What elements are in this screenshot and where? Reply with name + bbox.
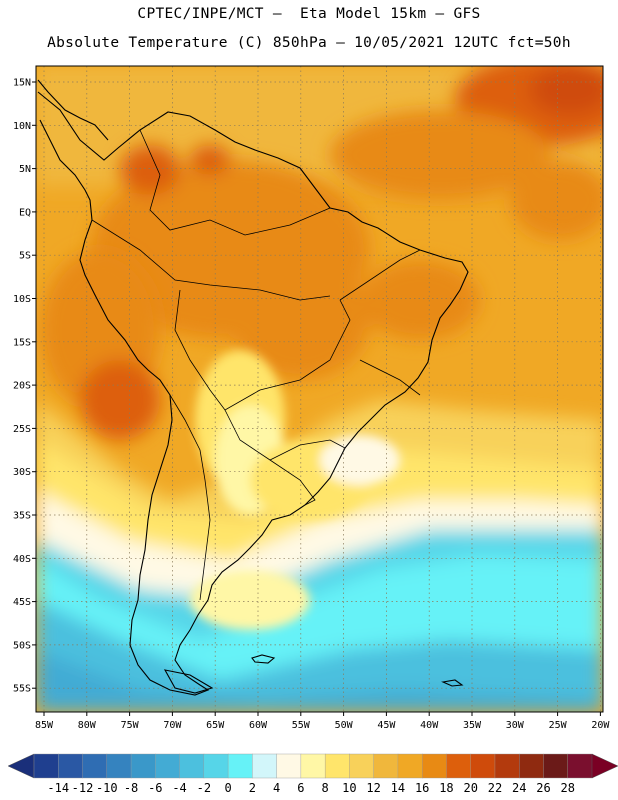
colorbar-swatch (106, 753, 132, 779)
colorbar-label: 4 (273, 781, 280, 795)
lon-tick-label: 35W (463, 720, 482, 731)
colorbar-label: -6 (148, 781, 162, 795)
colorbar-swatch (300, 753, 326, 779)
grid-lines (36, 66, 603, 712)
colorbar-label: 0 (224, 781, 231, 795)
colorbar-swatch (179, 753, 205, 779)
colorbar-swatch (203, 753, 229, 779)
colorbar-swatch (494, 753, 520, 779)
colorbar-swatch (543, 753, 569, 779)
colorbar-swatch (227, 753, 253, 779)
colorbar-label: 20 (463, 781, 477, 795)
colorbar-label: 26 (536, 781, 550, 795)
lat-tick-label: 5S (19, 251, 31, 262)
lon-tick-label: 85W (35, 720, 54, 731)
colorbar-label: -14 (47, 781, 69, 795)
lon-tick-label: 55W (292, 720, 311, 731)
country-borders (91, 129, 421, 601)
lat-tick-label: 10S (13, 294, 31, 305)
lat-tick-label: 50S (13, 640, 31, 651)
colorbar: -14 -12 -10 -8 -6 -4 -2 0 2 4 6 8 10 12 14 16 18 20 22 24 26… (7, 753, 618, 795)
lon-tick-label: 65W (206, 720, 225, 731)
colorbar-label: 6 (297, 781, 304, 795)
lat-tick-label: 5N (19, 164, 31, 175)
lon-tick-label: 40W (420, 720, 439, 731)
lon-tick-label: 60W (249, 720, 268, 731)
colorbar-swatch (155, 753, 181, 779)
colorbar-swatch (567, 753, 593, 779)
colorbar-swatch (446, 753, 472, 779)
south-america-coastline (37, 91, 469, 696)
lon-tick-label: 45W (377, 720, 396, 731)
lat-tick-label: 15S (13, 337, 31, 348)
lon-tick-label: 25W (549, 720, 568, 731)
lat-tick-label: EQ (19, 207, 31, 218)
colorbar-swatch (276, 753, 302, 779)
lon-tick-label: 70W (163, 720, 182, 731)
lat-tick-label: 55S (13, 684, 31, 695)
colorbar-swatch (519, 753, 544, 779)
lon-tick-label: 75W (121, 720, 140, 731)
central-america-coastline (37, 79, 109, 141)
colorbar-label: -10 (96, 781, 118, 795)
map-title-line1: CPTEC/INPE/MCT – Eta Model 15km – GFS (137, 6, 481, 22)
colorbar-high-arrow (591, 753, 618, 779)
colorbar-label: 12 (366, 781, 380, 795)
lon-tick-label: 50W (335, 720, 354, 731)
lat-tick-label: 10N (13, 121, 31, 132)
colorbar-label: 28 (561, 781, 575, 795)
colorbar-label: 16 (415, 781, 429, 795)
lon-tick-label: 80W (78, 720, 97, 731)
colorbar-swatch (421, 753, 447, 779)
south-georgia (441, 679, 464, 687)
colorbar-label: -8 (124, 781, 138, 795)
longitude-axis: 85W 80W 75W 70W 65W 60W 55W 50W 45W 40W 35W 30W 25W 2… (35, 712, 610, 731)
coastlines (37, 79, 469, 696)
colorbar-swatch (470, 753, 496, 779)
lat-tick-label: 20S (13, 381, 31, 392)
colorbar-label: -12 (72, 781, 94, 795)
colorbar-swatch (324, 753, 350, 779)
colorbar-swatch (373, 753, 399, 779)
colorbar-swatch (130, 753, 156, 779)
colorbar-swatch (58, 753, 84, 779)
lat-tick-label: 30S (13, 467, 31, 478)
colorbar-label: -4 (172, 781, 186, 795)
colorbar-label: 22 (488, 781, 502, 795)
colorbar-swatch (397, 753, 423, 779)
latitude-axis: 15N 10N 5N EQ 5S 10S 15S 20S 25S 30S 35S 40S 45S 50S 5… (13, 78, 36, 695)
lat-tick-label: 40S (13, 554, 31, 565)
colorbar-swatch (252, 753, 278, 779)
lat-tick-label: 35S (13, 511, 31, 522)
colorbar-swatch (349, 753, 375, 779)
colorbar-swatch (82, 753, 108, 779)
lon-tick-label: 30W (506, 720, 525, 731)
map-frame (35, 65, 604, 713)
map-title-line2: Absolute Temperature (C) 850hPa – 10/05/… (47, 35, 571, 51)
colorbar-label: 14 (391, 781, 405, 795)
lat-tick-label: 25S (13, 424, 31, 435)
colorbar-label: 18 (439, 781, 453, 795)
colorbar-label: 10 (342, 781, 356, 795)
colorbar-low-arrow (7, 753, 35, 779)
colorbar-label: 2 (249, 781, 256, 795)
falkland-islands (251, 654, 276, 664)
colorbar-label: 8 (322, 781, 329, 795)
lat-tick-label: 45S (13, 597, 31, 608)
lon-tick-label: 20W (591, 720, 610, 731)
lat-tick-label: 15N (13, 78, 31, 89)
colorbar-swatch (33, 753, 59, 779)
colorbar-label: -2 (197, 781, 211, 795)
temperature-field (36, 66, 603, 712)
tierra-del-fuego (163, 669, 214, 694)
colorbar-label: 24 (512, 781, 526, 795)
